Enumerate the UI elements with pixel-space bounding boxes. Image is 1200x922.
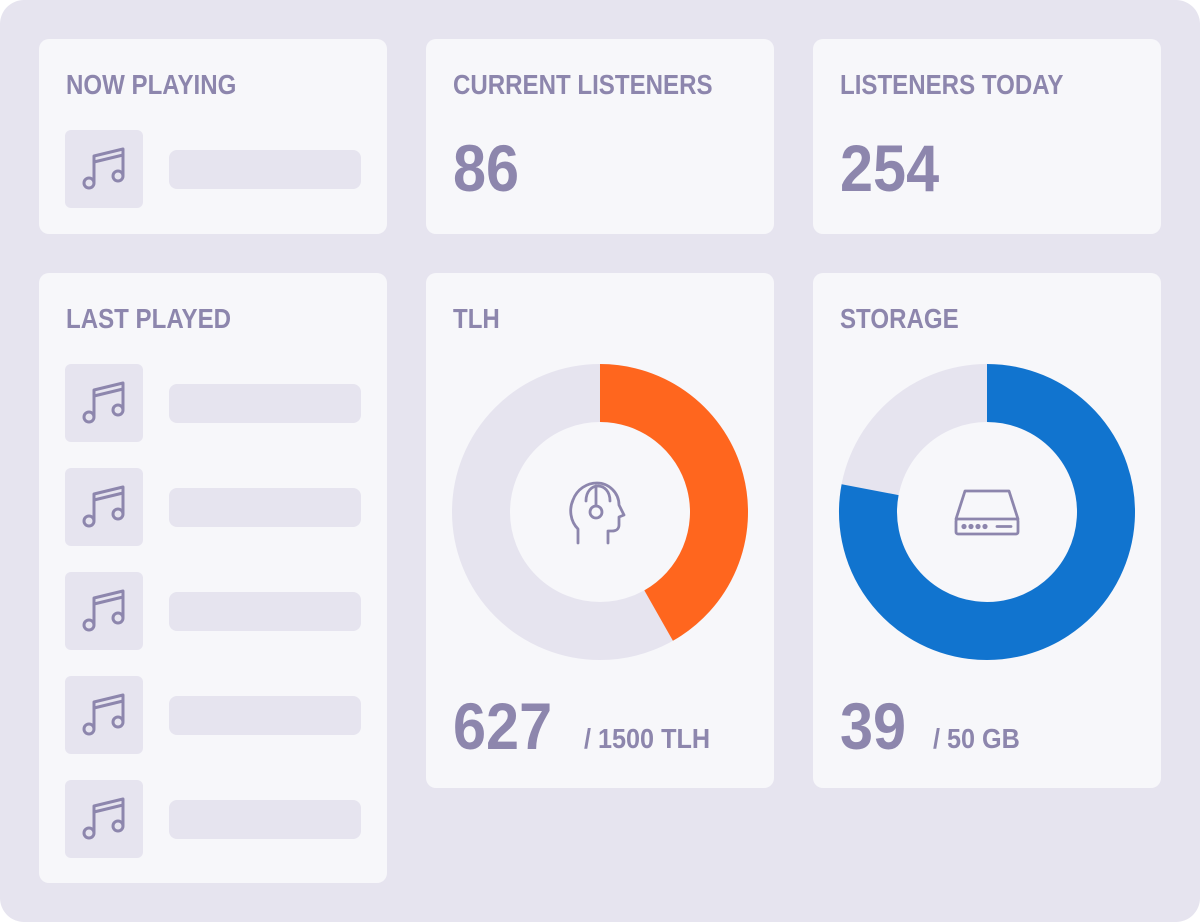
music-note-icon bbox=[82, 693, 125, 736]
tlh-value: 627 bbox=[453, 689, 553, 763]
current-listeners-card: CURRENT LISTENERS 86 bbox=[426, 39, 774, 234]
tlh-limit: / 1500 TLH bbox=[584, 723, 711, 754]
now-playing-label: NOW PLAYING bbox=[66, 69, 237, 100]
track-thumbnail[interactable] bbox=[65, 676, 143, 754]
track-thumbnail[interactable] bbox=[65, 572, 143, 650]
storage-card: STORAGE 39 / 50 GB bbox=[813, 273, 1161, 788]
track-title-placeholder bbox=[169, 384, 361, 423]
last-played-label: LAST PLAYED bbox=[66, 303, 232, 334]
music-note-icon bbox=[82, 485, 125, 528]
current-listeners-value: 86 bbox=[453, 131, 520, 205]
storage-label: STORAGE bbox=[840, 303, 959, 334]
tlh-donut-chart bbox=[452, 364, 748, 660]
now-playing-card: NOW PLAYING bbox=[39, 39, 387, 234]
listener-headset-icon bbox=[569, 481, 626, 545]
track-title-placeholder bbox=[169, 592, 361, 631]
tlh-donut-arc bbox=[599, 364, 748, 641]
storage-limit: / 50 GB bbox=[933, 723, 1020, 754]
listeners-today-value: 254 bbox=[840, 131, 940, 205]
last-played-card: LAST PLAYED bbox=[39, 273, 387, 883]
hard-drive-icon bbox=[954, 489, 1020, 536]
storage-value: 39 bbox=[840, 689, 907, 763]
storage-donut-chart bbox=[839, 364, 1135, 660]
storage-donut-arc bbox=[839, 364, 1135, 660]
track-thumbnail[interactable] bbox=[65, 364, 143, 442]
track-thumbnail[interactable] bbox=[65, 468, 143, 546]
track-title-placeholder bbox=[169, 800, 361, 839]
current-listeners-label: CURRENT LISTENERS bbox=[453, 69, 713, 100]
music-note-icon bbox=[82, 589, 125, 632]
track-title-placeholder bbox=[169, 488, 361, 527]
tlh-card: TLH 627 / 1500 TLH bbox=[426, 273, 774, 788]
music-note-icon bbox=[82, 797, 125, 840]
listeners-today-card: LISTENERS TODAY 254 bbox=[813, 39, 1161, 234]
track-thumbnail[interactable] bbox=[65, 780, 143, 858]
now-playing-track-placeholder bbox=[169, 150, 361, 189]
now-playing-thumbnail[interactable] bbox=[65, 130, 143, 208]
tlh-label: TLH bbox=[453, 303, 500, 334]
music-note-icon bbox=[82, 147, 125, 190]
listeners-today-label: LISTENERS TODAY bbox=[840, 69, 1064, 100]
track-title-placeholder bbox=[169, 696, 361, 735]
music-note-icon bbox=[82, 381, 125, 424]
